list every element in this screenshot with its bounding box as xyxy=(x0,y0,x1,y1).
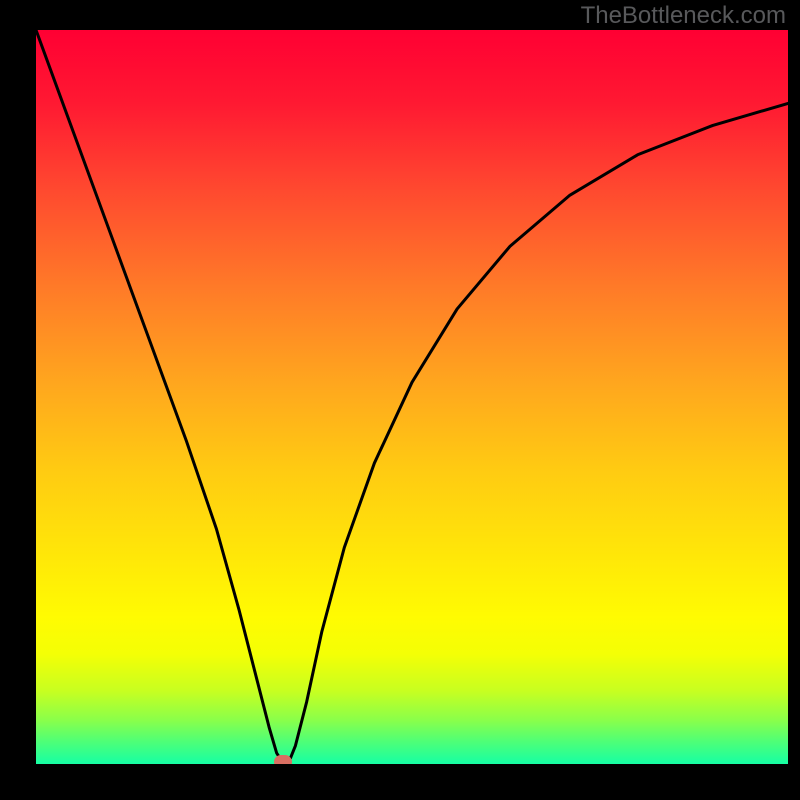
curve-path xyxy=(36,30,788,763)
minimum-marker xyxy=(274,755,292,764)
watermark-label: TheBottleneck.com xyxy=(581,2,786,30)
bottleneck-curve xyxy=(36,30,788,764)
chart-plot-area xyxy=(36,30,788,764)
